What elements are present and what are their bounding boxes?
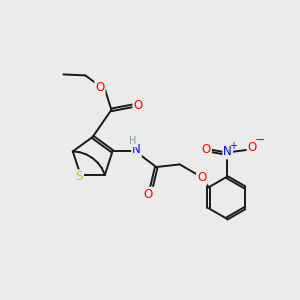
- Text: −: −: [254, 134, 265, 147]
- Text: S: S: [76, 170, 83, 183]
- Text: O: O: [202, 143, 211, 156]
- Text: N: N: [132, 143, 141, 156]
- Text: +: +: [230, 141, 238, 151]
- Text: O: O: [248, 141, 257, 154]
- Text: O: O: [134, 99, 142, 112]
- Text: N: N: [223, 146, 232, 158]
- Text: O: O: [95, 81, 105, 94]
- Text: O: O: [144, 188, 153, 201]
- Text: O: O: [197, 172, 206, 184]
- Text: H: H: [129, 136, 136, 146]
